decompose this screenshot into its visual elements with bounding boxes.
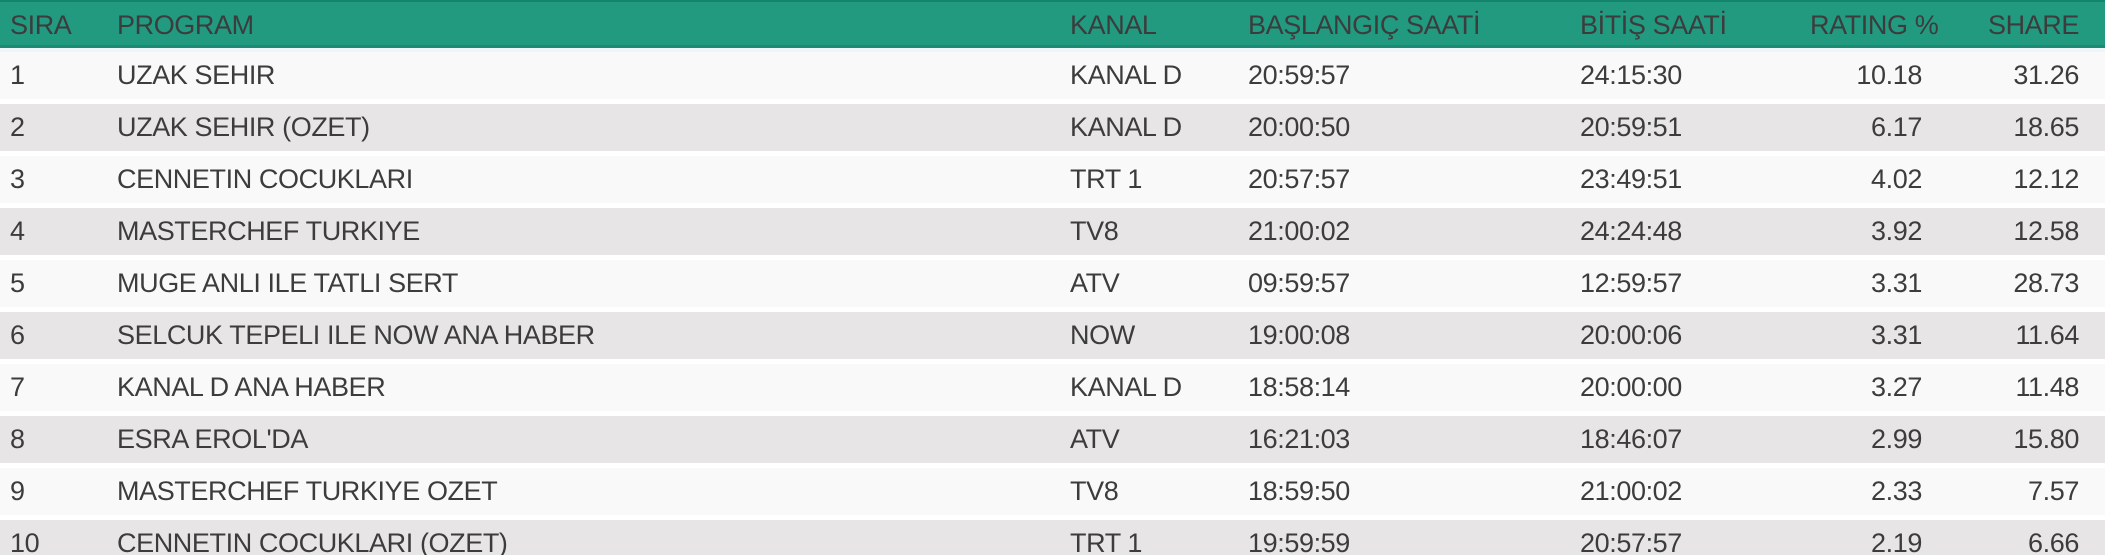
table-row: 4 MASTERCHEF TURKIYE TV8 21:00:02 24:24:48 3.… — [0, 208, 2105, 255]
cell-share: 28.73 — [2013, 268, 2079, 298]
table-row: 8 ESRA EROL'DA ATV 16:21:03 18:46:07 2.99 15.8… — [0, 416, 2105, 463]
table-header-row: SIRA PROGRAM KANAL BAŞLANGIÇ SAATİ BİTİŞ… — [0, 0, 2105, 48]
cell-share: 7.57 — [2028, 476, 2079, 506]
cell-rating: 3.92 — [1871, 216, 1922, 246]
table-row: 7 KANAL D ANA HABER KANAL D 18:58:14 20:00:0… — [0, 364, 2105, 411]
cell-kanal: TV8 — [1070, 476, 1119, 506]
cell-sira: 8 — [10, 424, 25, 454]
cell-baslangic: 16:21:03 — [1248, 424, 1350, 454]
cell-kanal: ATV — [1070, 424, 1120, 454]
column-header-baslangic: BAŞLANGIÇ SAATİ — [1248, 9, 1481, 40]
cell-baslangic: 21:00:02 — [1248, 216, 1350, 246]
cell-sira: 2 — [10, 112, 25, 142]
cell-sira: 7 — [10, 372, 25, 402]
cell-baslangic: 09:59:57 — [1248, 268, 1350, 298]
cell-bitis: 20:59:51 — [1580, 112, 1682, 142]
cell-rating: 2.99 — [1871, 424, 1922, 454]
cell-rating: 6.17 — [1871, 112, 1922, 142]
cell-sira: 1 — [10, 60, 25, 90]
table-row: 9 MASTERCHEF TURKIYE OZET TV8 18:59:50 21:00… — [0, 468, 2105, 515]
cell-share: 31.26 — [2013, 60, 2079, 90]
cell-bitis: 20:00:06 — [1580, 320, 1682, 350]
column-header-share: SHARE — [1987, 9, 2079, 40]
cell-share: 11.48 — [2015, 372, 2079, 402]
cell-sira: 3 — [10, 164, 25, 194]
cell-program: ESRA EROL'DA — [117, 424, 308, 454]
cell-kanal: TV8 — [1070, 216, 1119, 246]
cell-program: UZAK SEHIR (OZET) — [117, 112, 370, 142]
column-header-bitis: BİTİŞ SAATİ — [1580, 9, 1727, 40]
cell-sira: 9 — [10, 476, 25, 506]
table-row: 2 UZAK SEHIR (OZET) KANAL D 20:00:50 20:59:5… — [0, 104, 2105, 151]
header-divider — [0, 48, 2105, 52]
cell-share: 15.80 — [2013, 424, 2079, 454]
cell-kanal: KANAL D — [1070, 60, 1182, 90]
cell-bitis: 12:59:57 — [1580, 268, 1682, 298]
table-row: 5 MUGE ANLI ILE TATLI SERT ATV 09:59:57 12:5… — [0, 260, 2105, 307]
column-header-rating: RATING % — [1810, 9, 1939, 40]
cell-rating: 2.33 — [1871, 476, 1922, 506]
column-header-kanal: KANAL — [1070, 9, 1157, 40]
cell-sira: 6 — [10, 320, 25, 350]
column-header-sira: SIRA — [10, 9, 72, 40]
cell-share: 12.12 — [2013, 164, 2079, 194]
cell-kanal: TRT 1 — [1070, 164, 1143, 194]
cell-bitis: 21:00:02 — [1580, 476, 1682, 506]
cell-baslangic: 19:59:59 — [1248, 528, 1350, 555]
cell-share: 12.58 — [2013, 216, 2079, 246]
cell-program: CENNETIN COCUKLARI — [117, 164, 413, 194]
cell-program: MASTERCHEF TURKIYE — [117, 216, 420, 246]
table-row: 1 UZAK SEHIR KANAL D 20:59:57 24:15:30 10.18 3… — [0, 52, 2105, 99]
cell-bitis: 23:49:51 — [1580, 164, 1682, 194]
cell-program: UZAK SEHIR — [117, 60, 276, 90]
cell-rating: 4.02 — [1871, 164, 1922, 194]
cell-share: 18.65 — [2013, 112, 2079, 142]
cell-kanal: NOW — [1070, 320, 1135, 350]
cell-baslangic: 20:00:50 — [1248, 112, 1350, 142]
table-body: 1 UZAK SEHIR KANAL D 20:59:57 24:15:30 10.18 3… — [0, 52, 2105, 555]
cell-rating: 3.27 — [1871, 372, 1922, 402]
cell-baslangic: 18:58:14 — [1248, 372, 1350, 402]
table-row: 10 CENNETIN COCUKLARI (OZET) TRT 1 19:59:59… — [0, 520, 2105, 555]
cell-kanal: KANAL D — [1070, 112, 1182, 142]
cell-rating: 3.31 — [1871, 320, 1922, 350]
cell-bitis: 20:57:57 — [1580, 528, 1682, 555]
cell-sira: 4 — [10, 216, 25, 246]
cell-program: SELCUK TEPELI ILE NOW ANA HABER — [117, 320, 595, 350]
table-row: 6 SELCUK TEPELI ILE NOW ANA HABER NOW 19:00… — [0, 312, 2105, 359]
cell-program: KANAL D ANA HABER — [117, 372, 386, 402]
table-row: 3 CENNETIN COCUKLARI TRT 1 20:57:57 23:49:51… — [0, 156, 2105, 203]
cell-rating: 3.31 — [1871, 268, 1922, 298]
cell-baslangic: 18:59:50 — [1248, 476, 1350, 506]
cell-bitis: 20:00:00 — [1580, 372, 1682, 402]
cell-sira: 10 — [10, 528, 40, 555]
cell-kanal: KANAL D — [1070, 372, 1182, 402]
cell-kanal: TRT 1 — [1070, 528, 1143, 555]
column-header-program: PROGRAM — [117, 9, 254, 40]
cell-program: MASTERCHEF TURKIYE OZET — [117, 476, 498, 506]
cell-bitis: 18:46:07 — [1580, 424, 1682, 454]
cell-program: MUGE ANLI ILE TATLI SERT — [117, 268, 459, 298]
cell-baslangic: 20:57:57 — [1248, 164, 1350, 194]
cell-baslangic: 20:59:57 — [1248, 60, 1350, 90]
cell-program: CENNETIN COCUKLARI (OZET) — [117, 528, 508, 555]
cell-kanal: ATV — [1070, 268, 1120, 298]
cell-share: 6.66 — [2028, 528, 2079, 555]
cell-sira: 5 — [10, 268, 25, 298]
cell-share: 11.64 — [2015, 320, 2079, 350]
cell-bitis: 24:24:48 — [1580, 216, 1682, 246]
cell-rating: 10.18 — [1856, 60, 1922, 90]
cell-rating: 2.19 — [1871, 528, 1922, 555]
cell-baslangic: 19:00:08 — [1248, 320, 1350, 350]
cell-bitis: 24:15:30 — [1580, 60, 1682, 90]
